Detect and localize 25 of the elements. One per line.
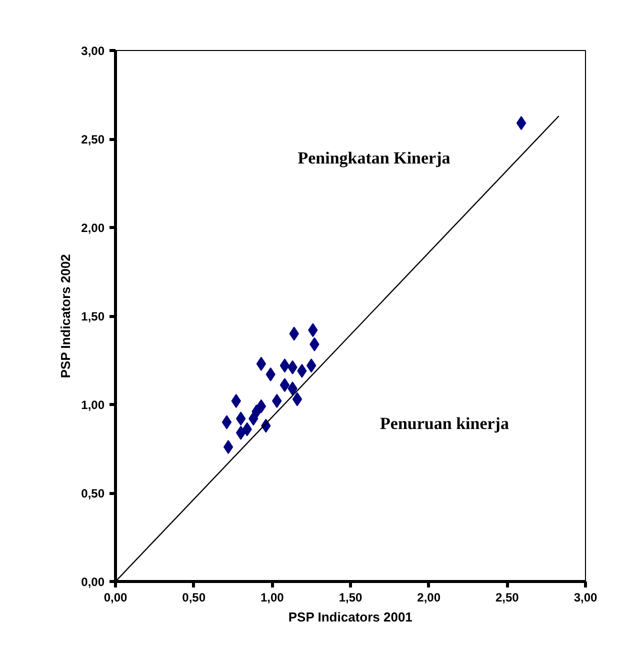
y-tick-label: 1,00 — [81, 398, 105, 412]
x-tick-label: 2,50 — [495, 590, 520, 604]
x-tick-label: 0,50 — [182, 590, 206, 604]
y-axis-title: PSP Indicators 2002 — [58, 254, 74, 378]
y-tick-label: 0,00 — [81, 575, 105, 589]
x-tick-label: 1,00 — [260, 590, 284, 604]
annotation: Penuruan kinerja — [380, 414, 510, 433]
x-tick-label: 1,50 — [338, 590, 363, 604]
point — [256, 356, 266, 371]
point — [223, 440, 234, 454]
y-tick-label: 0,50 — [81, 486, 105, 500]
y-tick-label: 2,50 — [81, 132, 105, 146]
y-tick-label: 2,00 — [81, 221, 105, 235]
point — [222, 415, 232, 430]
annotation: Peningkatan Kinerja — [298, 148, 451, 168]
point — [280, 358, 290, 373]
point — [292, 392, 302, 406]
x-tick-label: 0,00 — [104, 590, 128, 604]
x-tick-label: 2,00 — [417, 590, 441, 604]
y-tick-label: 3,00 — [81, 44, 105, 58]
y-tick-label: 1,50 — [81, 310, 105, 324]
x-axis-title: PSP Indicators 2001 — [288, 610, 412, 624]
point — [280, 378, 290, 392]
point — [516, 116, 526, 130]
x-tick-label: 3,00 — [574, 590, 598, 604]
